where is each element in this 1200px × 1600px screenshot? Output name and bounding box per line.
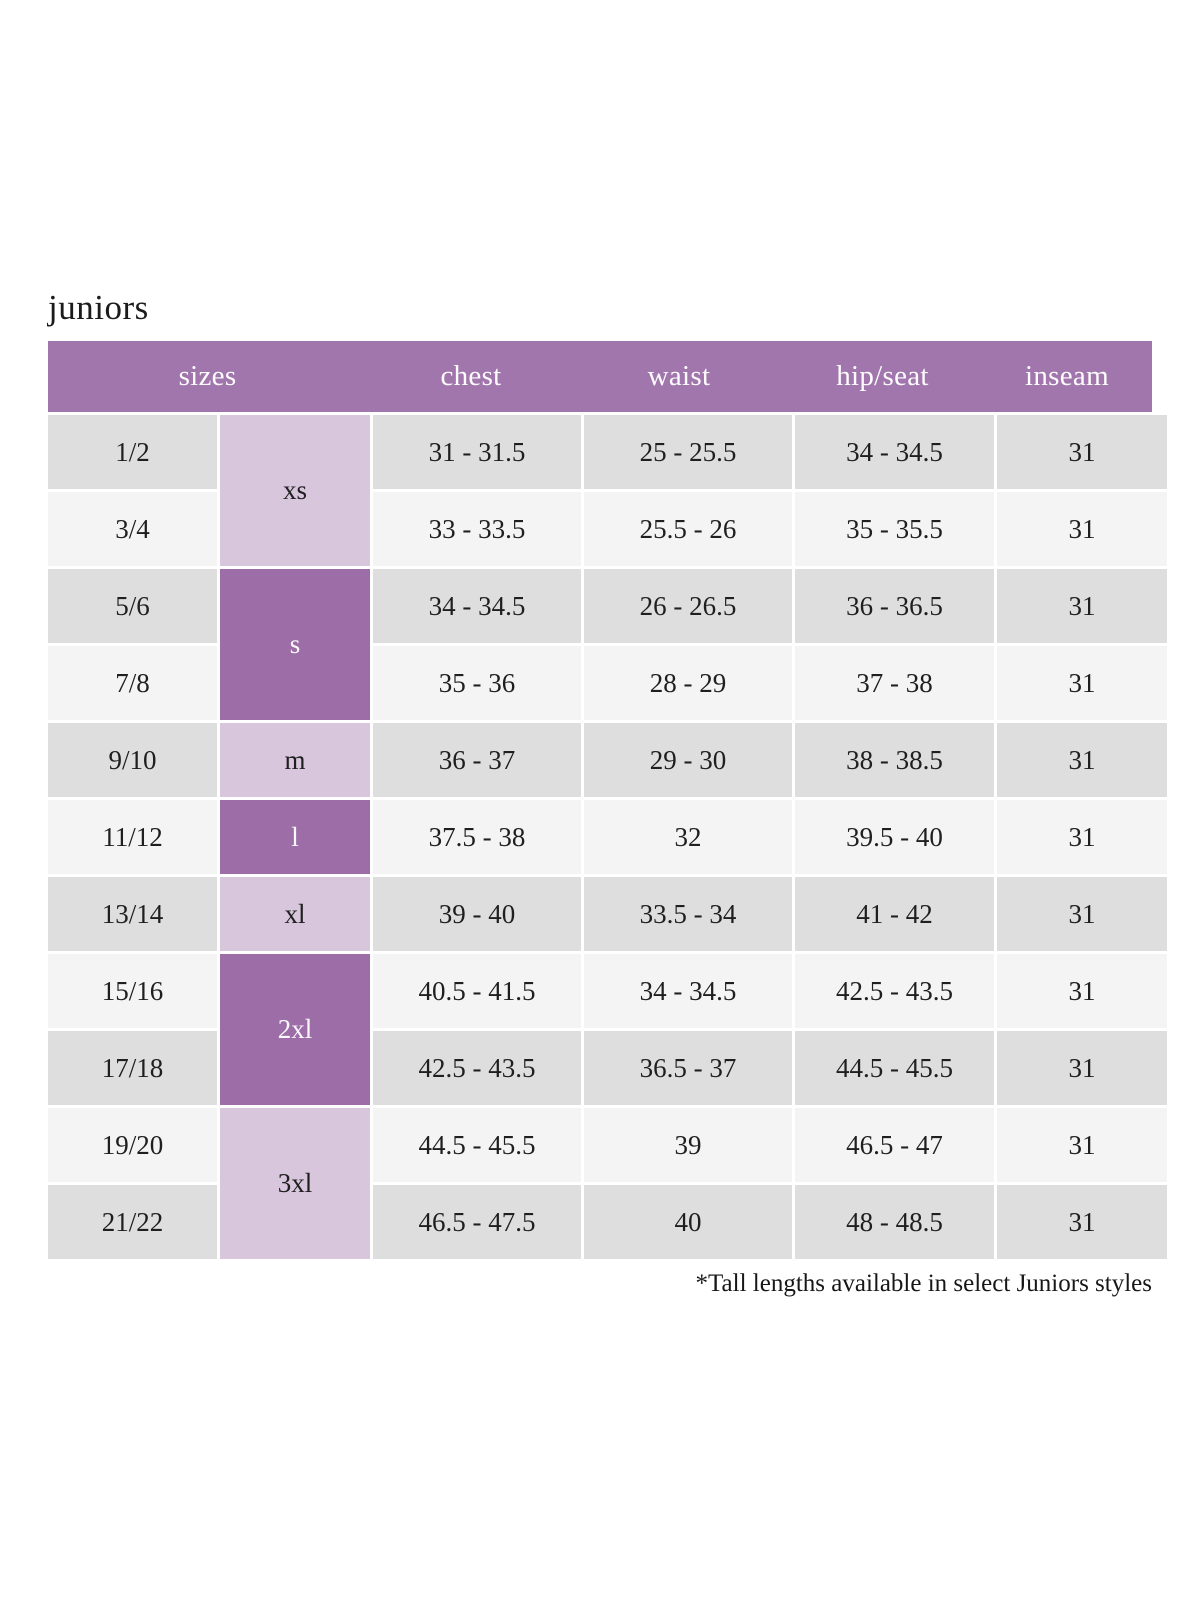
juniors-size-table: sizes chest waist hip/seat inseam 1/2 3/… [48, 341, 1167, 1259]
size-pair-cell: 5/6 [48, 569, 217, 643]
size-pair-cell: 21/22 [48, 1185, 217, 1259]
inseam-cell: 31 [997, 800, 1167, 874]
inseam-cell: 31 [997, 569, 1167, 643]
hip-seat-cell: 46.5 - 47 [795, 1108, 994, 1182]
inseam-cell: 31 [997, 646, 1167, 720]
inseam-cell: 31 [997, 1031, 1167, 1105]
hip-seat-cell: 42.5 - 43.5 [795, 954, 994, 1028]
inseam-cell: 31 [997, 954, 1167, 1028]
column-header-sizes: sizes [178, 360, 237, 392]
size-pair-cell: 9/10 [48, 723, 217, 797]
size-pair-cell: 7/8 [48, 646, 217, 720]
inseam-cell: 31 [997, 723, 1167, 797]
inseam-cell: 31 [997, 415, 1167, 489]
page-title: juniors [48, 288, 149, 327]
letter-size-cell-s: s [220, 569, 370, 720]
letter-size-cell-3xl: 3xl [220, 1108, 370, 1259]
hip-seat-cell: 41 - 42 [795, 877, 994, 951]
size-pair-cell: 17/18 [48, 1031, 217, 1105]
letter-size-cell-xs: xs [220, 415, 370, 566]
chest-cell: 37.5 - 38 [373, 800, 581, 874]
waist-cell: 29 - 30 [584, 723, 792, 797]
inseam-cell: 31 [997, 1108, 1167, 1182]
hip-seat-cell: 37 - 38 [795, 646, 994, 720]
table-body: 1/2 3/4 5/6 7/8 9/10 11/12 13/14 15/16 1… [48, 415, 1167, 1259]
chest-cell: 44.5 - 45.5 [373, 1108, 581, 1182]
size-pair-cell: 11/12 [48, 800, 217, 874]
waist-cell: 25.5 - 26 [584, 492, 792, 566]
inseam-cell: 31 [997, 1185, 1167, 1259]
waist-cell: 36.5 - 37 [584, 1031, 792, 1105]
letter-size-cell-xl: xl [220, 877, 370, 951]
size-pair-cell: 13/14 [48, 877, 217, 951]
chest-cell: 31 - 31.5 [373, 415, 581, 489]
hip-seat-cell: 38 - 38.5 [795, 723, 994, 797]
inseam-cell: 31 [997, 877, 1167, 951]
chest-cell: 33 - 33.5 [373, 492, 581, 566]
waist-cell: 26 - 26.5 [584, 569, 792, 643]
letter-size-cell-l: l [220, 800, 370, 874]
table-header-row: sizes chest waist hip/seat inseam [48, 341, 1152, 412]
chest-cell: 35 - 36 [373, 646, 581, 720]
chest-cell: 36 - 37 [373, 723, 581, 797]
size-pair-cell: 19/20 [48, 1108, 217, 1182]
hip-seat-cell: 48 - 48.5 [795, 1185, 994, 1259]
waist-cell: 28 - 29 [584, 646, 792, 720]
size-pair-cell: 15/16 [48, 954, 217, 1028]
size-pair-cell: 1/2 [48, 415, 217, 489]
waist-cell: 39 [584, 1108, 792, 1182]
waist-cell: 25 - 25.5 [584, 415, 792, 489]
hip-seat-cell: 34 - 34.5 [795, 415, 994, 489]
chest-cell: 34 - 34.5 [373, 569, 581, 643]
waist-cell: 32 [584, 800, 792, 874]
hip-seat-cell: 35 - 35.5 [795, 492, 994, 566]
chest-cell: 42.5 - 43.5 [373, 1031, 581, 1105]
hip-seat-cell: 39.5 - 40 [795, 800, 994, 874]
column-header-chest: chest [440, 360, 502, 392]
column-header-inseam: inseam [1025, 360, 1109, 392]
hip-seat-cell: 36 - 36.5 [795, 569, 994, 643]
column-header-waist: waist [647, 360, 711, 392]
hip-seat-cell: 44.5 - 45.5 [795, 1031, 994, 1105]
chest-cell: 46.5 - 47.5 [373, 1185, 581, 1259]
chest-cell: 39 - 40 [373, 877, 581, 951]
letter-size-cell-2xl: 2xl [220, 954, 370, 1105]
waist-cell: 33.5 - 34 [584, 877, 792, 951]
column-header-hipseat: hip/seat [836, 360, 929, 392]
chest-cell: 40.5 - 41.5 [373, 954, 581, 1028]
tall-lengths-footnote: *Tall lengths available in select Junior… [695, 1270, 1152, 1297]
inseam-cell: 31 [997, 492, 1167, 566]
letter-size-cell-m: m [220, 723, 370, 797]
waist-cell: 34 - 34.5 [584, 954, 792, 1028]
size-pair-cell: 3/4 [48, 492, 217, 566]
waist-cell: 40 [584, 1185, 792, 1259]
